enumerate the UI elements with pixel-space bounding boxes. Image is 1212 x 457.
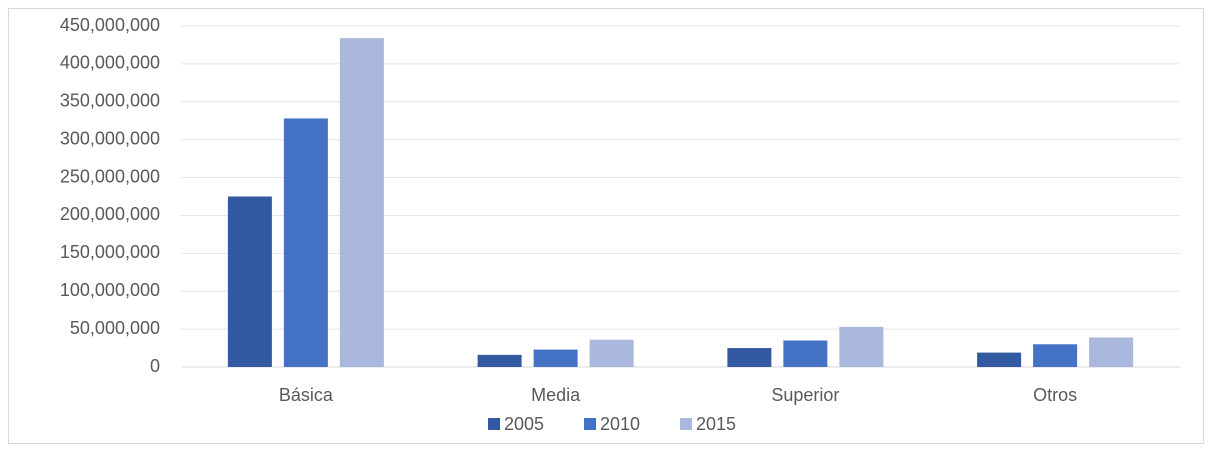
- y-tick-label: 100,000,000: [60, 280, 160, 300]
- x-tick-label: Otros: [1033, 385, 1077, 405]
- bar: [727, 348, 772, 367]
- legend-swatch: [680, 418, 692, 430]
- bar: [477, 354, 522, 367]
- y-tick-label: 50,000,000: [70, 318, 160, 338]
- legend-swatch: [488, 418, 500, 430]
- y-tick-label: 400,000,000: [60, 53, 160, 73]
- x-tick-label: Media: [531, 385, 581, 405]
- legend-label: 2015: [696, 414, 736, 434]
- bar: [1089, 337, 1134, 367]
- y-tick-label: 350,000,000: [60, 91, 160, 111]
- y-tick-label: 300,000,000: [60, 128, 160, 148]
- bar: [1033, 344, 1078, 367]
- bar: [589, 339, 634, 367]
- bar: [227, 196, 272, 367]
- y-tick-label: 150,000,000: [60, 242, 160, 262]
- bar: [977, 352, 1022, 367]
- bar: [339, 38, 384, 367]
- x-tick-label: Básica: [279, 385, 334, 405]
- y-tick-label: 0: [150, 356, 160, 376]
- y-tick-label: 200,000,000: [60, 204, 160, 224]
- chart-border: [8, 8, 1204, 444]
- legend-label: 2005: [504, 414, 544, 434]
- y-tick-label: 250,000,000: [60, 166, 160, 186]
- x-tick-label: Superior: [771, 385, 839, 405]
- y-tick-label: 450,000,000: [60, 15, 160, 35]
- legend-label: 2010: [600, 414, 640, 434]
- bar: [533, 349, 578, 367]
- bar: [283, 118, 328, 368]
- bar: [839, 326, 884, 367]
- legend-swatch: [584, 418, 596, 430]
- bar: [783, 340, 828, 367]
